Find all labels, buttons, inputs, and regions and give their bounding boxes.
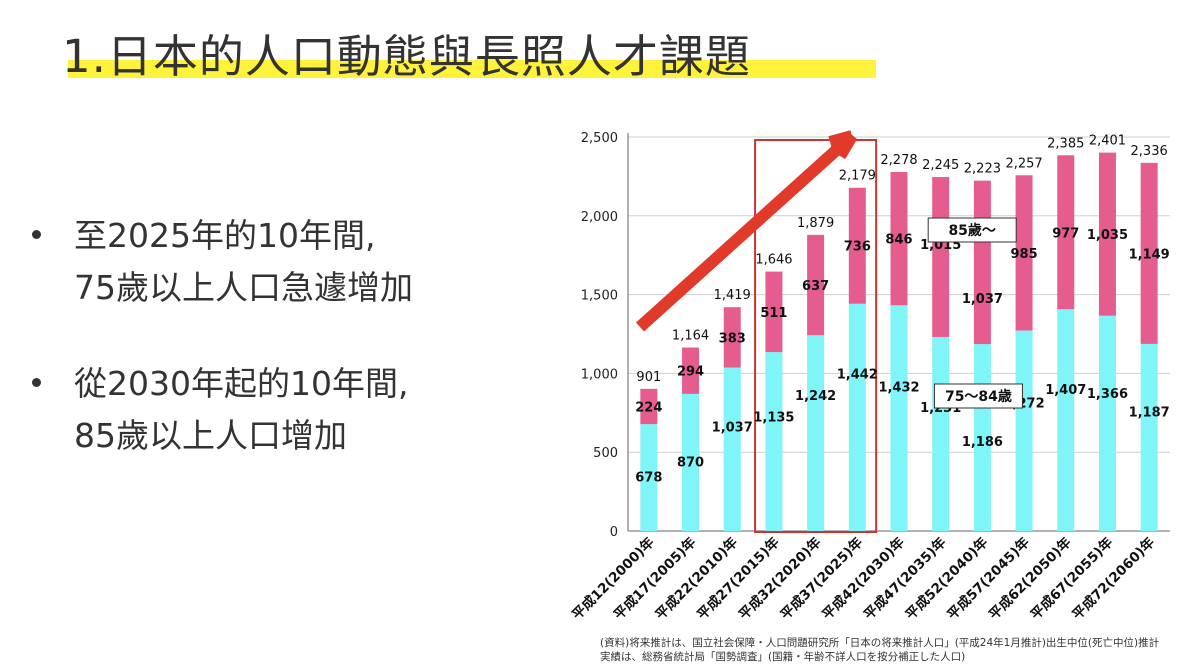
- data-label-85-plus: 511: [760, 306, 787, 321]
- bar-segment-85-plus: [1098, 152, 1116, 316]
- bullet-item: 至2025年的10年間, 75歲以上人口急遽增加: [28, 210, 413, 314]
- y-tick-label: 2,500: [581, 131, 618, 146]
- source-line: (資料)将来推計は、国立社会保障・人口問題研究所「日本の将来推計人口」(平成24…: [600, 637, 1160, 649]
- title-highlight: [68, 60, 876, 78]
- total-label: 2,257: [1005, 156, 1042, 171]
- bar-segment-85-plus: [1140, 162, 1158, 344]
- bar-segment-75-84: [890, 305, 908, 531]
- bar-segment-75-84: [640, 424, 658, 531]
- data-label-75-84: 1,037: [712, 420, 753, 435]
- y-tick-label: 0: [610, 525, 618, 540]
- bar-segment-75-84: [765, 352, 783, 531]
- data-label-75-84: 870: [677, 455, 704, 470]
- bar-segment-85-plus: [890, 171, 908, 306]
- data-label-75-84: 1,186: [962, 435, 1003, 450]
- bar-segment-85-plus: [765, 271, 783, 353]
- bar-segment-85-plus: [1057, 155, 1075, 310]
- total-label: 1,879: [797, 216, 834, 231]
- legend-box-85-plus: [927, 217, 1017, 243]
- data-label-85-plus: 637: [802, 279, 829, 294]
- legend-label-85-plus: 85歲〜: [948, 222, 995, 239]
- bullet-dot-icon: [32, 378, 41, 387]
- data-label-75-84: 678: [635, 471, 662, 486]
- legend-label-75-84: 75〜84歳: [945, 388, 1012, 405]
- total-label: 2,179: [839, 169, 876, 184]
- bar-segment-85-plus: [848, 187, 866, 304]
- y-tick-label: 1,000: [581, 367, 618, 382]
- legend-box-75-84: [933, 383, 1023, 409]
- bullet-text: 75歲以上人口急遽增加: [74, 268, 413, 307]
- total-label: 2,401: [1089, 134, 1126, 149]
- bullet-text: 85歲以上人口增加: [74, 416, 347, 455]
- total-label: 1,419: [714, 288, 751, 303]
- data-label-85-plus: 1,037: [962, 292, 1003, 307]
- data-label-85-plus: 846: [885, 233, 912, 248]
- total-label: 1,164: [672, 329, 709, 344]
- bar-segment-85-plus: [1015, 175, 1033, 331]
- data-label-75-84: 1,135: [753, 411, 794, 426]
- bar-segment-85-plus: [640, 388, 658, 425]
- data-label-85-plus: 294: [677, 365, 704, 380]
- data-label-85-plus: 1,035: [1087, 228, 1128, 243]
- data-label-85-plus: 1,149: [1129, 247, 1170, 262]
- bullet-list: 至2025年的10年間, 75歲以上人口急遽增加 從2030年起的10年間, 8…: [28, 210, 413, 506]
- total-label: 901: [636, 370, 661, 385]
- bar-segment-75-84: [1057, 309, 1075, 531]
- data-label-75-84: 1,366: [1087, 387, 1128, 402]
- source-line: 実績は、総務省統計局「国勢調査」(国籍・年齢不詳人口を按分補正した人口): [600, 651, 966, 663]
- data-label-75-84: 1,187: [1129, 405, 1170, 420]
- bullet-text: 至2025年的10年間,: [74, 216, 376, 255]
- bar-segment-75-84: [1098, 315, 1116, 531]
- total-label: 2,245: [922, 158, 959, 173]
- data-label-75-84: 1,242: [795, 389, 836, 404]
- bar-segment-75-84: [932, 336, 950, 531]
- y-tick-label: 500: [593, 446, 618, 461]
- data-label-85-plus: 383: [719, 331, 746, 346]
- trend-arrow-icon: [635, 130, 858, 332]
- bar-segment-75-84: [682, 393, 700, 531]
- bar-segment-75-84: [723, 367, 741, 531]
- data-label-85-plus: 977: [1052, 226, 1079, 241]
- data-label-75-84: 1,407: [1045, 383, 1086, 398]
- bar-segment-85-plus: [973, 180, 991, 345]
- bullet-item: 從2030年起的10年間, 85歲以上人口增加: [28, 358, 413, 462]
- data-label-85-plus: 736: [844, 240, 871, 255]
- bar-segment-85-plus: [807, 234, 825, 336]
- data-label-75-84: 1,432: [878, 381, 919, 396]
- population-bar-chart: 0 500 1,000 1,500 2,000 2,500 678 224 901 870 294 1…: [568, 130, 1170, 623]
- y-tick-label: 1,500: [581, 289, 618, 304]
- total-label: 2,223: [964, 162, 1001, 177]
- data-label-75-84: 1,442: [837, 368, 878, 383]
- bar-segment-85-plus: [723, 307, 741, 368]
- total-label: 1,646: [755, 253, 792, 268]
- page-title: 1.日本的人口動態與長照人才課題: [62, 30, 751, 83]
- bar-segment-75-84: [1015, 330, 1033, 531]
- total-label: 2,385: [1047, 136, 1084, 151]
- source-note: (資料)将来推計は、国立社会保障・人口問題研究所「日本の将来推計人口」(平成24…: [600, 636, 1159, 664]
- bar-segment-75-84: [1140, 343, 1158, 531]
- total-label: 2,278: [880, 153, 917, 168]
- bar-segment-75-84: [807, 335, 825, 531]
- y-tick-label: 2,000: [581, 210, 618, 225]
- bar-segment-75-84: [848, 303, 866, 531]
- bar-segment-85-plus: [682, 347, 700, 394]
- bullet-dot-icon: [32, 230, 41, 239]
- bullet-text: 從2030年起的10年間,: [74, 364, 409, 403]
- data-label-85-plus: 985: [1011, 247, 1038, 262]
- bar-segment-85-plus: [932, 177, 950, 337]
- title-wrap: 1.日本的人口動態與長照人才課題: [62, 20, 876, 85]
- total-label: 2,336: [1131, 144, 1168, 159]
- highlight-box: [754, 139, 878, 533]
- data-label-85-plus: 224: [635, 400, 662, 415]
